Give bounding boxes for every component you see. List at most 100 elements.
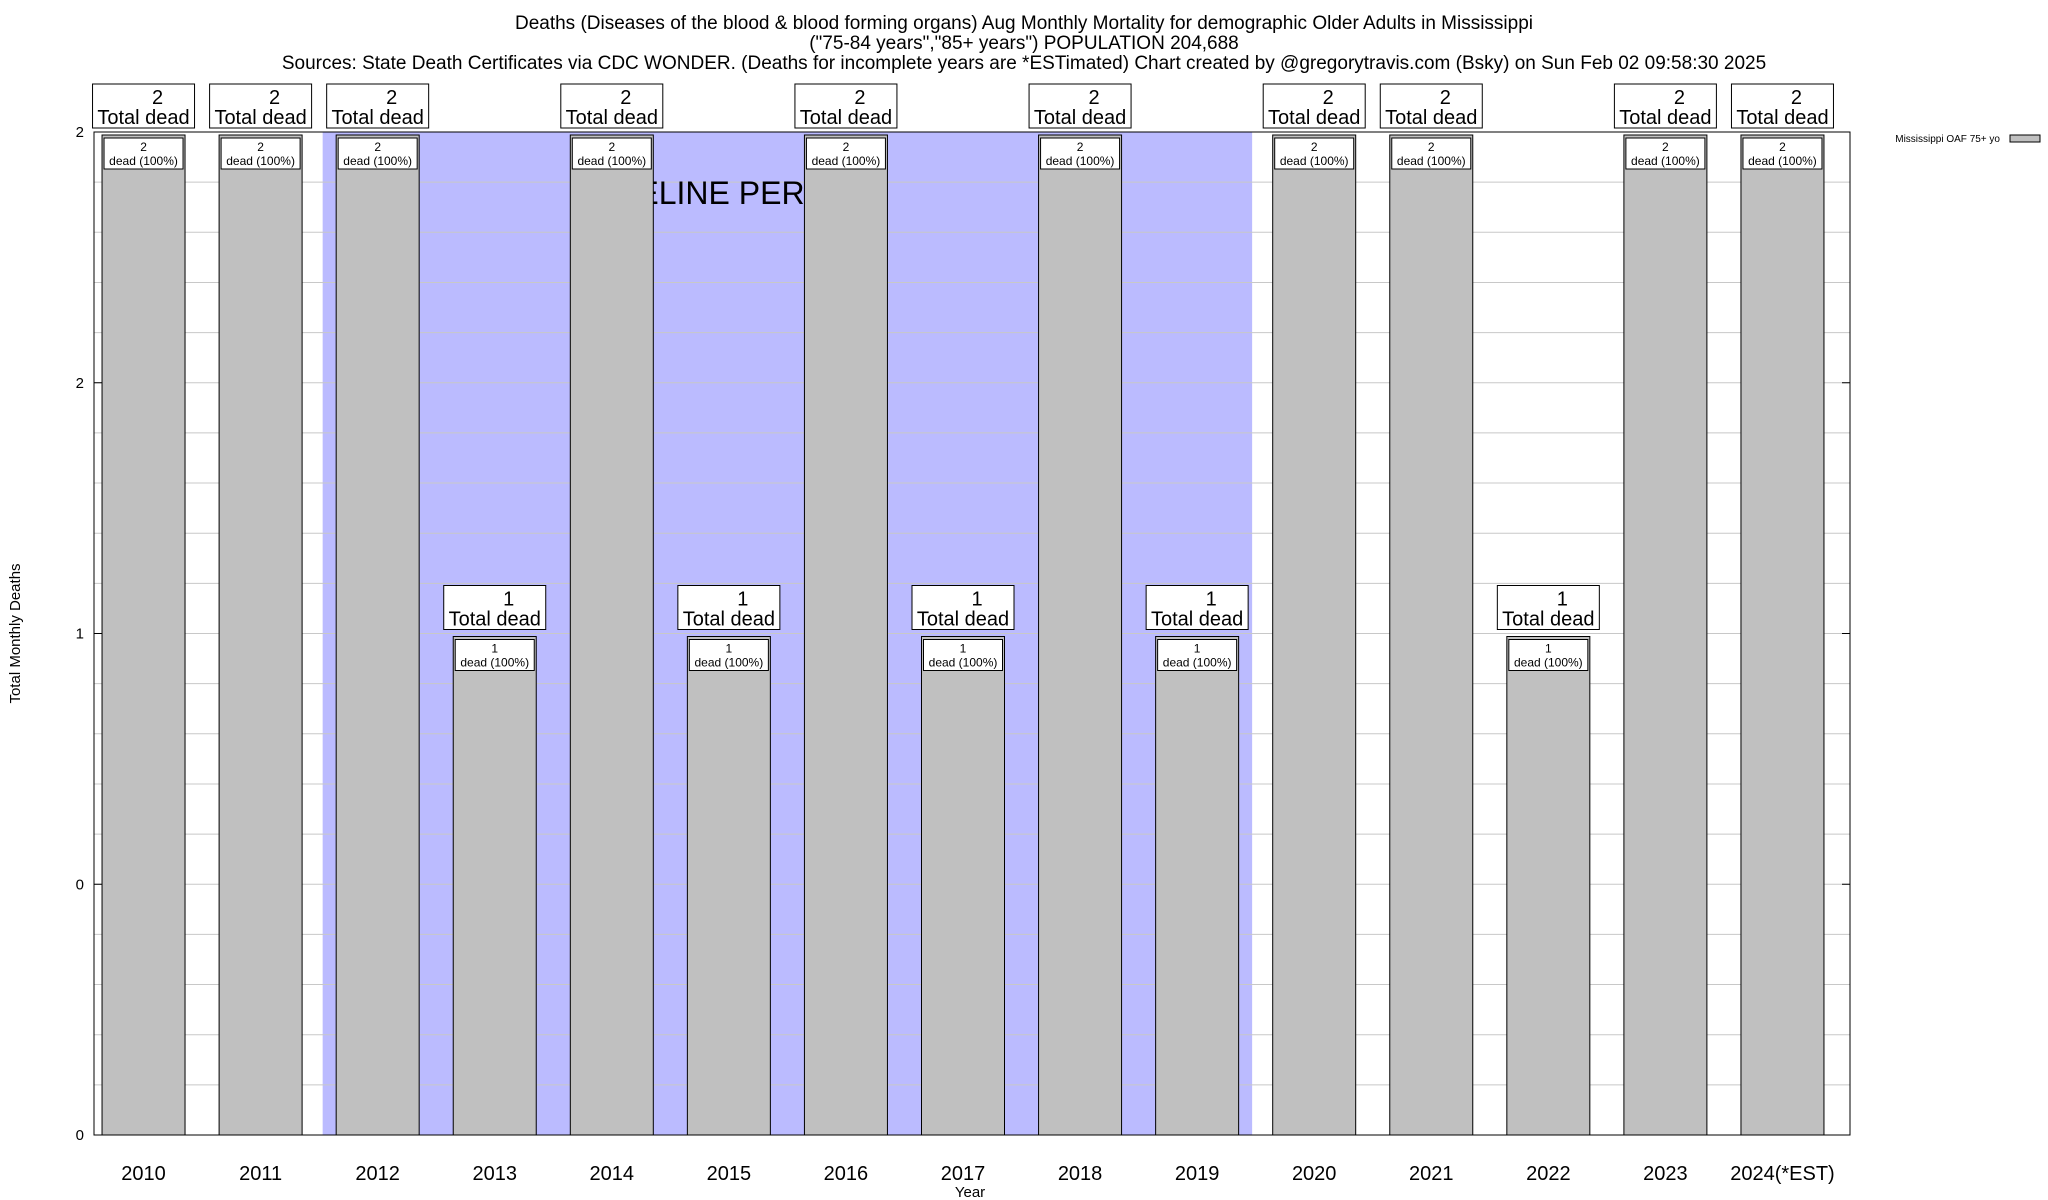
total-text-label: Total dead bbox=[332, 107, 424, 129]
chart-subtitle: ("75-84 years","85+ years") POPULATION 2… bbox=[809, 33, 1239, 54]
x-tick-label: 2021 bbox=[1409, 1163, 1454, 1185]
total-value-label: 1 bbox=[503, 589, 514, 611]
bar-percent-label: dead (100%) bbox=[1046, 154, 1115, 168]
bar-percent-label: dead (100%) bbox=[460, 656, 529, 670]
y-tick-label: 2 bbox=[76, 124, 84, 141]
bar-2021 bbox=[1389, 134, 1474, 1136]
bar-value-label: 2 bbox=[1779, 140, 1786, 154]
total-text-label: Total dead bbox=[449, 609, 541, 631]
x-tick-label: 2018 bbox=[1058, 1163, 1103, 1185]
bar-percent-label: dead (100%) bbox=[109, 154, 178, 168]
x-tick-label: 2019 bbox=[1175, 1163, 1220, 1185]
total-value-label: 2 bbox=[152, 87, 163, 109]
bar-label-box bbox=[454, 639, 535, 671]
bar-value-label: 2 bbox=[140, 140, 147, 154]
total-label-box bbox=[677, 585, 781, 630]
bar-percent-label: dead (100%) bbox=[343, 154, 412, 168]
bar-percent-label: dead (100%) bbox=[1748, 154, 1817, 168]
y-tick-label: 2 bbox=[76, 375, 84, 392]
y-tick-label: 1 bbox=[76, 626, 84, 643]
bar-value-label: 2 bbox=[1311, 140, 1318, 154]
bar-value-label: 2 bbox=[843, 140, 850, 154]
total-text-label: Total dead bbox=[1502, 609, 1594, 631]
total-value-label: 2 bbox=[1791, 87, 1802, 109]
bar-label-box bbox=[220, 137, 301, 170]
bar-value-label: 2 bbox=[1662, 140, 1669, 154]
bar-2020 bbox=[1272, 134, 1357, 1136]
bar-label-box bbox=[1508, 639, 1589, 671]
bar-value-label: 1 bbox=[726, 642, 733, 656]
bar-2013 bbox=[452, 636, 537, 1136]
total-value-label: 2 bbox=[620, 87, 631, 109]
bar-value-label: 1 bbox=[1194, 642, 1201, 656]
total-label-box bbox=[794, 83, 898, 129]
bar-value-label: 1 bbox=[960, 642, 967, 656]
legend-label: Mississippi OAF 75+ yo bbox=[1895, 134, 2000, 145]
total-text-label: Total dead bbox=[683, 609, 775, 631]
total-text-label: Total dead bbox=[1034, 107, 1126, 129]
bar-2012 bbox=[335, 134, 420, 1136]
bar-percent-label: dead (100%) bbox=[577, 154, 646, 168]
total-text-label: Total dead bbox=[800, 107, 892, 129]
bar-value-label: 2 bbox=[374, 140, 381, 154]
total-value-label: 1 bbox=[1557, 589, 1568, 611]
total-label-box bbox=[1730, 83, 1834, 129]
x-tick-label: 2012 bbox=[355, 1163, 400, 1185]
total-value-label: 2 bbox=[854, 87, 865, 109]
x-axis-label: Year bbox=[955, 1184, 985, 1200]
bar-label-box bbox=[571, 137, 652, 170]
chart-sources: Sources: State Death Certificates via CD… bbox=[281, 53, 1767, 74]
bar-percent-label: dead (100%) bbox=[1631, 154, 1700, 168]
total-text-label: Total dead bbox=[1385, 107, 1477, 129]
bar-label-box bbox=[1157, 639, 1238, 671]
legend-swatch bbox=[2009, 134, 2041, 143]
total-text-label: Total dead bbox=[917, 609, 1009, 631]
bar-value-label: 1 bbox=[1545, 642, 1552, 656]
bar-2018 bbox=[1038, 134, 1123, 1136]
bar-percent-label: dead (100%) bbox=[226, 154, 295, 168]
bar-percent-label: dead (100%) bbox=[695, 656, 764, 670]
bar-value-label: 2 bbox=[608, 140, 615, 154]
bar-2011 bbox=[218, 134, 303, 1136]
bar-2015 bbox=[686, 636, 771, 1136]
bar-2022 bbox=[1506, 636, 1591, 1136]
bar-percent-label: dead (100%) bbox=[1163, 656, 1232, 670]
total-text-label: Total dead bbox=[97, 107, 189, 129]
x-tick-label: 2020 bbox=[1292, 1163, 1337, 1185]
bar-label-box bbox=[805, 137, 886, 170]
x-tick-label: 2014 bbox=[590, 1163, 635, 1185]
x-tick-label: 2023 bbox=[1643, 1163, 1688, 1185]
y-tick-label: 0 bbox=[76, 876, 84, 893]
total-value-label: 2 bbox=[386, 87, 397, 109]
bar-label-box bbox=[1274, 137, 1355, 170]
total-value-label: 2 bbox=[1440, 87, 1451, 109]
total-label-box bbox=[326, 83, 430, 129]
x-tick-label: 2011 bbox=[239, 1163, 282, 1185]
total-label-box bbox=[1145, 585, 1249, 630]
total-label-box bbox=[1613, 83, 1717, 129]
total-text-label: Total dead bbox=[1151, 609, 1243, 631]
total-label-box bbox=[209, 83, 313, 129]
total-value-label: 2 bbox=[1323, 87, 1334, 109]
bar-value-label: 2 bbox=[1428, 140, 1435, 154]
total-label-box bbox=[560, 83, 664, 129]
y-tick-label: 0 bbox=[76, 1127, 84, 1144]
total-value-label: 1 bbox=[971, 589, 982, 611]
bar-2017 bbox=[921, 636, 1005, 1136]
total-value-label: 2 bbox=[1089, 87, 1100, 109]
total-label-box bbox=[92, 83, 196, 129]
bar-2016 bbox=[803, 134, 888, 1136]
bar-percent-label: dead (100%) bbox=[1514, 656, 1583, 670]
bar-2010 bbox=[101, 134, 186, 1136]
total-text-label: Total dead bbox=[1736, 107, 1828, 129]
bar-percent-label: dead (100%) bbox=[1280, 154, 1349, 168]
x-tick-label: 2010 bbox=[121, 1163, 166, 1185]
bar-value-label: 2 bbox=[1077, 140, 1084, 154]
bar-2024(*EST) bbox=[1740, 134, 1825, 1136]
bar-percent-label: dead (100%) bbox=[929, 656, 998, 670]
total-label-box bbox=[1028, 83, 1132, 129]
bar-label-box bbox=[337, 137, 418, 170]
bar-label-box bbox=[103, 137, 184, 170]
x-tick-label: 2016 bbox=[824, 1163, 869, 1185]
total-text-label: Total dead bbox=[214, 107, 306, 129]
